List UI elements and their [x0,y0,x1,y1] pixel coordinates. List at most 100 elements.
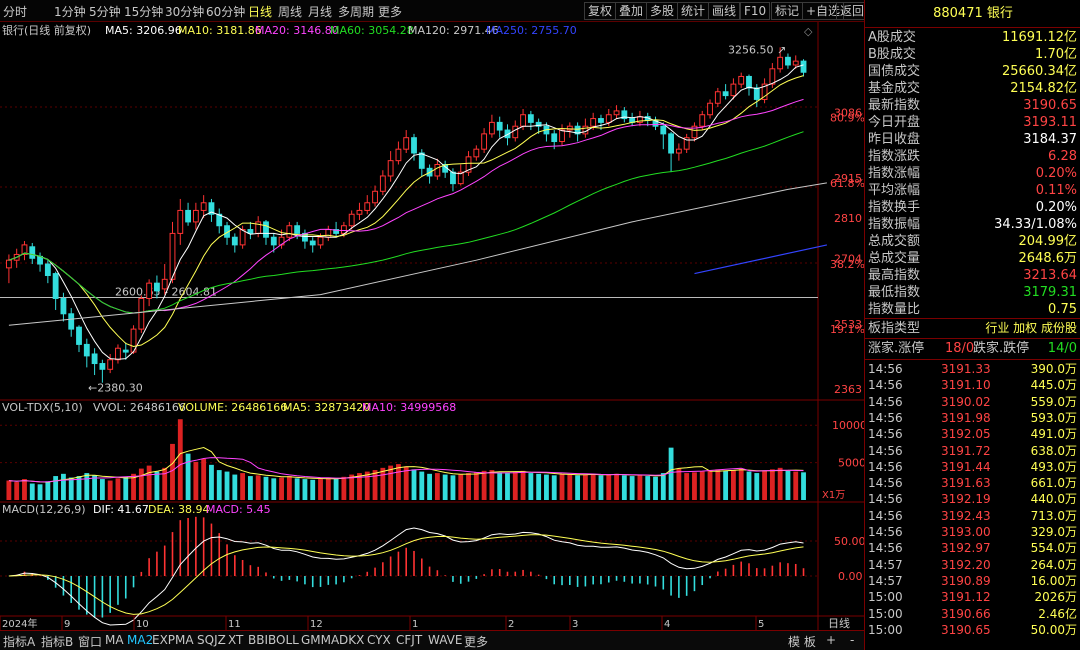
candle [169,232,176,280]
vol-tick: 10000 [832,419,864,432]
period-tab[interactable]: 周线 [278,5,303,19]
tick-price: 3190.02 [941,394,991,409]
candle [161,278,168,290]
candle [496,121,503,131]
indicator-tab[interactable]: CYX [367,633,391,647]
stat-value: 3190.65 [1023,98,1077,113]
candle [675,148,682,154]
period-tab[interactable]: 日线 [248,5,273,19]
bottombar-button[interactable]: + [826,633,837,647]
indicator-tab[interactable]: MA [105,633,124,647]
stat-label: 今日开盘 [868,115,921,130]
candle [457,171,464,185]
toolbar-button[interactable]: +自选 [802,2,845,20]
ma-label: MA10: 3181.86 [178,24,262,37]
stat-value: 204.99亿 [1018,234,1078,249]
pane-menu-icon[interactable]: ◇ [804,25,813,38]
index-type-values[interactable]: 行业 加权 成份股 [985,321,1077,335]
volume-bar [793,471,799,500]
indicator-tab[interactable]: 窗口 [78,635,103,649]
toolbar-button[interactable]: F10 [740,2,771,20]
stat-value: 3193.11 [1023,115,1077,130]
period-tab[interactable]: 月线 [308,5,333,19]
candle [68,313,75,330]
high-annotation: 3256.50 ↗ [728,44,786,57]
separator [865,318,1080,319]
indicator-tab[interactable]: WAVE [428,633,463,647]
tick-time: 14:56 [868,476,903,491]
period-tab[interactable]: 多周期 [338,5,375,19]
tick-row: 14:56 3191.63 661.0万 [865,475,1080,491]
volume-bar [606,474,612,500]
fib-label: 80.9% [830,111,864,124]
stat-label: 平均涨幅 [868,183,921,198]
candle [512,125,519,139]
x-label: 2 [508,619,514,630]
candle [699,114,706,127]
indicator-tab[interactable]: CFJT [396,633,423,647]
toolbar-button[interactable]: 复权 [584,2,617,20]
period-tab[interactable]: 分时 [3,5,28,19]
indicator-tab[interactable]: MA2 [127,633,154,647]
bottombar-button[interactable]: - [850,633,855,647]
volume-bar [131,473,136,500]
toolbar-button[interactable]: 叠加 [615,2,648,20]
period-tab[interactable]: 15分钟 [124,5,164,19]
period-tab[interactable]: 60分钟 [206,5,246,19]
toolbar-button[interactable]: 标记 [771,2,804,20]
tick-time: 14:56 [868,525,903,539]
candle [574,125,581,135]
indicator-tab[interactable]: SQJZ [197,633,226,647]
candle [340,225,347,234]
stat-row: 指数涨幅 0.20% [865,165,1080,182]
volume-bar [37,484,43,500]
x-label: 12 [310,619,323,630]
volume-bar [427,473,432,500]
candle [785,56,791,66]
candle [263,221,269,238]
candle [450,171,456,185]
candle [5,259,12,269]
period-tab[interactable]: 30分钟 [165,5,205,19]
candle [325,229,332,238]
indicator-tab[interactable]: GMMA [301,633,340,647]
volume-bar [286,476,292,500]
candle [761,83,768,100]
indicator-tab[interactable]: XT [228,633,244,647]
candle [52,273,59,299]
stat-value: 0.20% [1035,166,1077,181]
volume-bar [777,467,783,500]
candle [185,209,191,223]
toolbar-button[interactable]: 画线 [708,2,741,20]
vol-ma5-label: MA5: 32873420 [283,401,370,414]
stat-value: 34.33/1.08% [994,217,1077,232]
bottombar-button[interactable]: 模 板 [788,635,816,649]
candle [730,83,737,97]
period-tab[interactable]: 1分钟 [54,5,86,19]
candle [559,129,565,143]
indicator-tab[interactable]: EXPMA [152,633,194,647]
volume-bar [170,443,175,500]
candle [481,133,488,150]
candle [753,87,760,100]
tick-time: 15:00 [868,606,903,621]
indicator-tab[interactable]: 更多 [464,635,489,649]
stat-label: 基金成交 [868,81,921,96]
indicator-tab[interactable]: 指标A [3,635,36,649]
toolbar-button[interactable]: 统计 [677,2,710,20]
candle [231,236,238,246]
indicator-tab[interactable]: DKX [339,633,365,647]
period-tab[interactable]: 更多 [378,5,403,19]
volume-bar [411,469,417,500]
tick-volume: 493.0万 [1030,459,1077,474]
period-tab[interactable]: 5分钟 [89,5,121,19]
volume-bar [481,470,487,500]
toolbar-button[interactable]: 多股 [646,2,679,20]
indicator-tab[interactable]: 指标B [41,635,74,649]
indicator-tab[interactable]: BBIBOLL [248,633,299,647]
tick-volume: 554.0万 [1030,541,1077,556]
tick-price: 3191.72 [941,443,991,458]
candle [465,156,472,173]
